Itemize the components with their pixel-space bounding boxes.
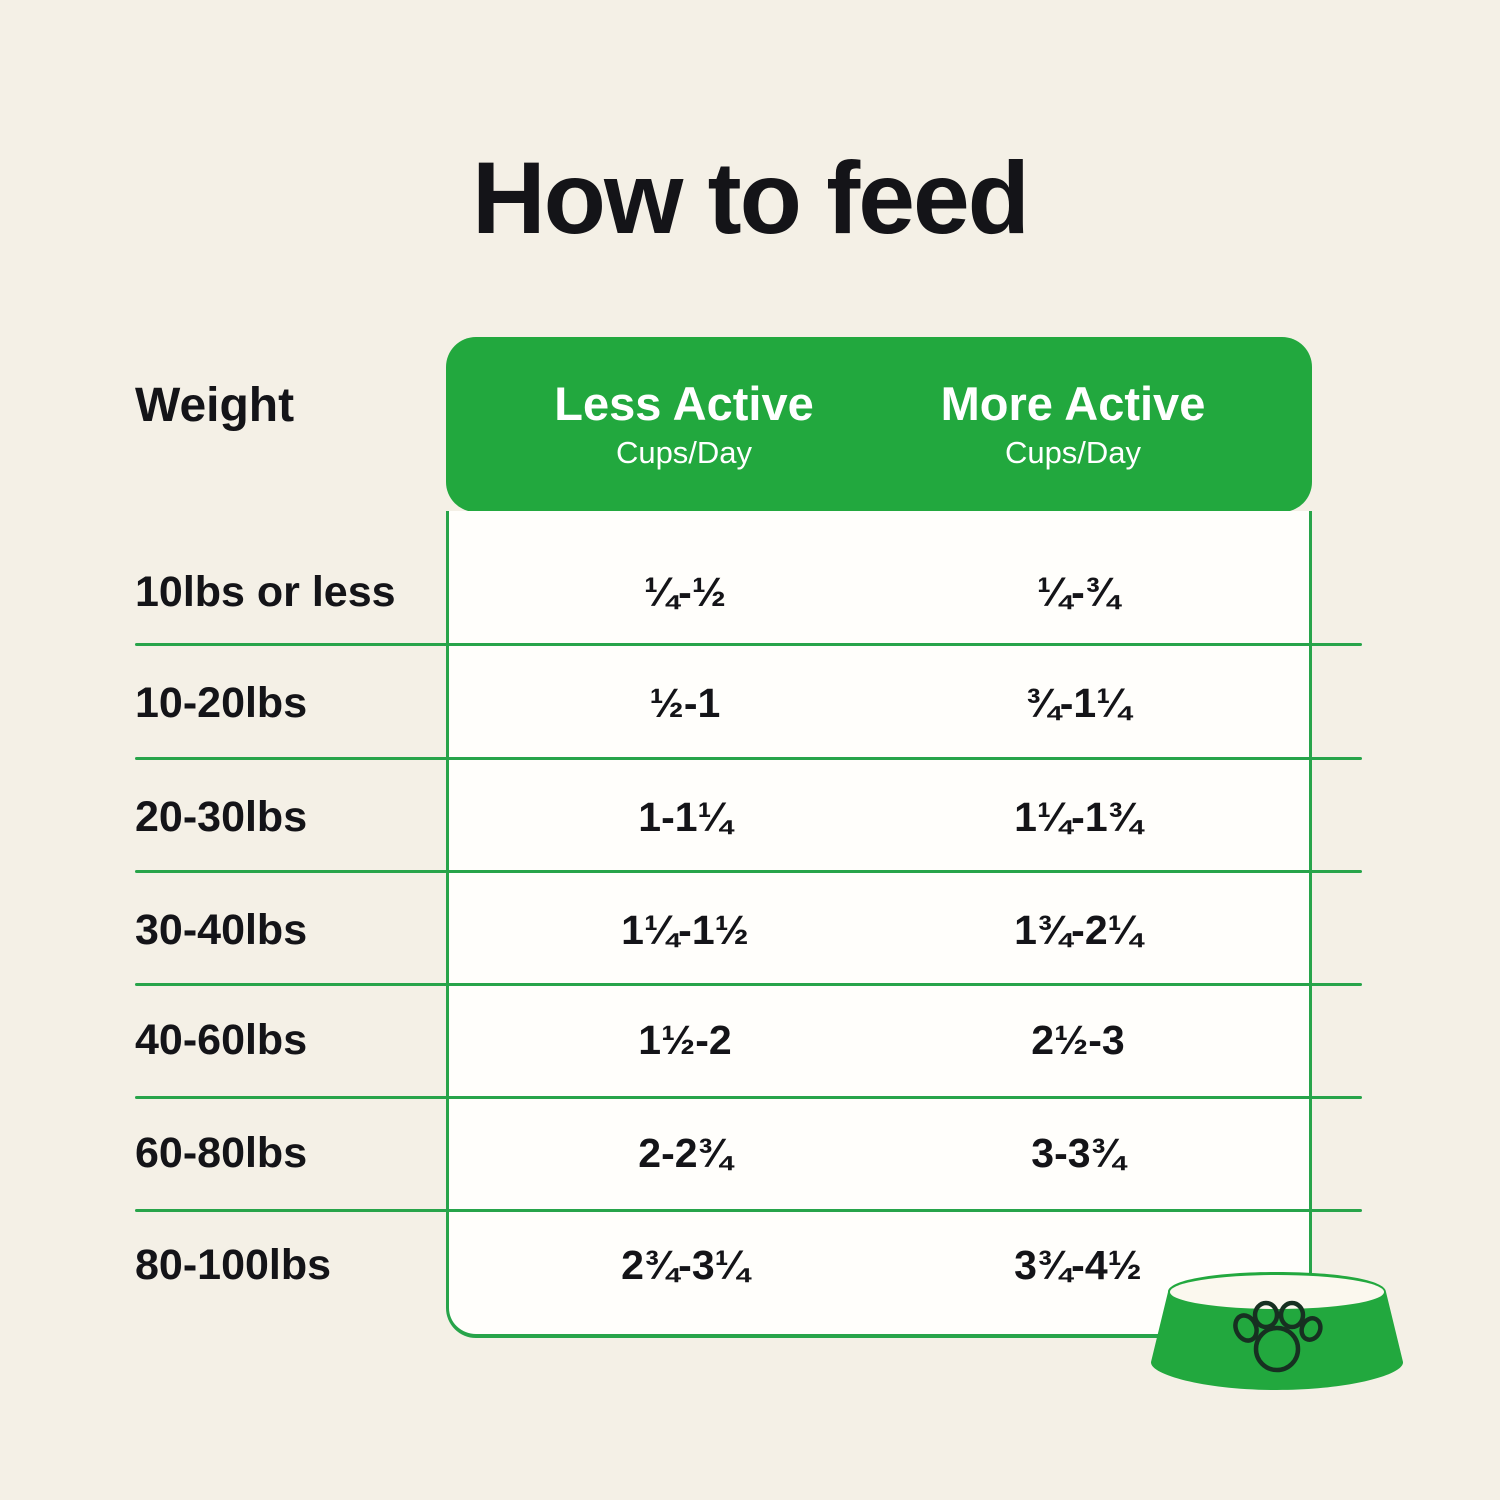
paw-print-icon (1233, 1300, 1323, 1373)
column-header-less-active: Less Active Cups/Day (484, 337, 884, 512)
table-row: 10-20lbs ½-1 ¾-1¼ (0, 671, 1500, 735)
row-more-active-value: 3-3¾ (1031, 1130, 1125, 1176)
row-less-active-value: 1½-2 (638, 1017, 732, 1063)
row-divider (135, 643, 1362, 646)
column-label: More Active (940, 376, 1206, 430)
row-weight: 20-30lbs (135, 793, 308, 841)
table-row: 80-100lbs 2¾-3¼ 3¾-4½ (0, 1233, 1500, 1297)
row-divider (135, 1096, 1362, 1099)
row-less-active-value: ¼-½ (643, 569, 727, 615)
row-divider (135, 757, 1362, 760)
table-header: Less Active Cups/Day More Active Cups/Da… (446, 337, 1312, 512)
row-less-active-value: 1-1¼ (638, 794, 732, 840)
row-divider (135, 870, 1362, 873)
row-more-active-value: 1¾-2¼ (1014, 907, 1142, 953)
row-less-active-value: 2-2¾ (638, 1130, 732, 1176)
row-divider (135, 983, 1362, 986)
column-header-more-active: More Active Cups/Day (873, 337, 1273, 512)
row-weight: 60-80lbs (135, 1129, 308, 1177)
row-more-active-value: 2½-3 (1031, 1017, 1125, 1063)
table-row: 40-60lbs 1½-2 2½-3 (0, 1008, 1500, 1072)
row-less-active-value: 1¼-1½ (621, 907, 749, 953)
dog-bowl-icon (1150, 1272, 1404, 1390)
row-weight: 30-40lbs (135, 906, 308, 954)
table-body (446, 511, 1312, 1338)
row-more-active-value: ¼-¾ (1036, 569, 1120, 615)
weight-column-header: Weight (135, 379, 295, 432)
page-title: How to feed (472, 141, 1030, 255)
table-row: 60-80lbs 2-2¾ 3-3¾ (0, 1121, 1500, 1185)
row-more-active-value: 1¼-1¾ (1014, 794, 1142, 840)
row-less-active-value: 2¾-3¼ (621, 1242, 749, 1288)
column-sublabel: Cups/Day (615, 435, 753, 471)
column-sublabel: Cups/Day (1004, 435, 1142, 471)
table-row: 20-30lbs 1-1¼ 1¼-1¾ (0, 785, 1500, 849)
column-label: Less Active (554, 376, 814, 430)
row-weight: 80-100lbs (135, 1241, 332, 1289)
row-more-active-value: ¾-1¼ (1025, 680, 1131, 726)
row-more-active-value: 3¾-4½ (1014, 1242, 1142, 1288)
row-weight: 10-20lbs (135, 679, 308, 727)
row-weight: 40-60lbs (135, 1016, 308, 1064)
table-row: 10lbs or less ¼-½ ¼-¾ (0, 560, 1500, 624)
row-weight: 10lbs or less (135, 568, 396, 616)
row-divider (135, 1209, 1362, 1212)
row-less-active-value: ½-1 (649, 680, 721, 726)
bowl-opening (1170, 1275, 1384, 1309)
table-row: 30-40lbs 1¼-1½ 1¾-2¼ (0, 898, 1500, 962)
